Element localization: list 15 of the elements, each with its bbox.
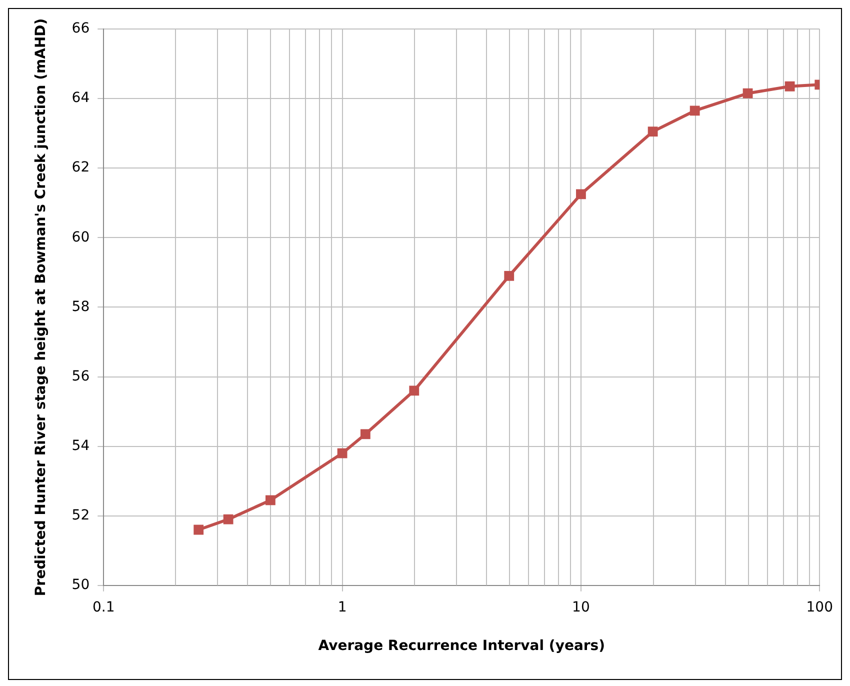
y-tick-label: 64 [72, 90, 90, 106]
y-tick-label: 60 [72, 229, 90, 246]
y-tick-label: 56 [72, 368, 90, 384]
x-tick-label: 100 [806, 599, 834, 616]
y-tick-label: 50 [72, 577, 90, 594]
y-tick-label: 62 [72, 160, 90, 176]
x-tick-label: 1 [338, 599, 347, 616]
y-tick-label: 52 [72, 507, 90, 524]
y-axis-title: Predicted Hunter River stage height at Bowman's Creek junction (mAHD) [33, 18, 50, 596]
y-tick-label: 58 [72, 298, 90, 315]
x-axis-title: Average Recurrence Interval (years) [318, 638, 606, 654]
y-tick-label: 54 [72, 438, 90, 454]
y-tick-label: 66 [72, 20, 90, 37]
x-tick-label: 0.1 [92, 599, 115, 616]
x-tick-label: 10 [572, 599, 590, 616]
